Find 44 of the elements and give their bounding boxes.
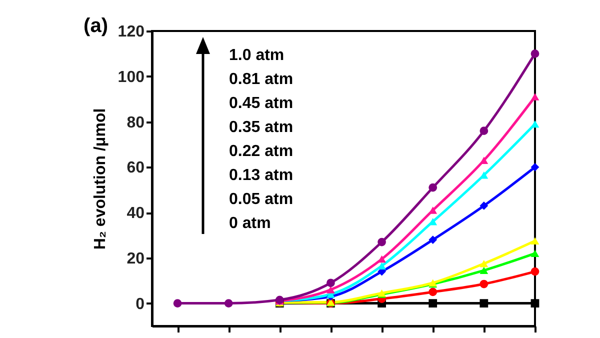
point (530, 162, 540, 172)
annotation: 0.35 atm (229, 119, 294, 136)
point (530, 93, 540, 100)
point (428, 299, 438, 308)
point (428, 288, 438, 296)
y-tick-label: 80 (126, 114, 145, 132)
y-tick-label: 60 (126, 160, 145, 177)
point (530, 250, 540, 258)
point (480, 280, 488, 288)
point (378, 255, 386, 263)
point (480, 266, 488, 274)
point (530, 237, 540, 245)
point (530, 50, 540, 58)
y-tick-label: 0 (136, 296, 145, 313)
y-axis-title: H₂ evolution /μmol (92, 108, 109, 250)
y-tick-label: 100 (118, 68, 145, 86)
point (428, 236, 438, 244)
y-tick-label: 20 (126, 250, 145, 268)
annotation: 0.05 atm (229, 191, 294, 208)
annotation: 0.13 atm (229, 167, 294, 184)
point (480, 299, 488, 308)
point (480, 156, 488, 164)
point (480, 202, 488, 210)
point (224, 299, 233, 308)
point (428, 206, 438, 214)
point (378, 238, 386, 246)
annotation: 0.22 atm (229, 143, 294, 160)
annotation: 0.45 atm (229, 95, 294, 112)
point (530, 267, 540, 276)
point (428, 183, 438, 192)
annotation: 0.81 atm (229, 71, 294, 88)
y-tick-label: 120 (118, 24, 145, 40)
point (530, 299, 540, 308)
y-tick-label: 40 (126, 205, 145, 222)
annotation: 1.0 atm (229, 47, 284, 64)
point (530, 120, 540, 128)
point (480, 260, 488, 268)
point (173, 299, 182, 308)
point (326, 278, 335, 288)
text: (a) (84, 15, 108, 37)
point (480, 126, 488, 136)
point (326, 286, 335, 294)
annotation: 0 atm (229, 215, 271, 232)
point (378, 262, 386, 270)
